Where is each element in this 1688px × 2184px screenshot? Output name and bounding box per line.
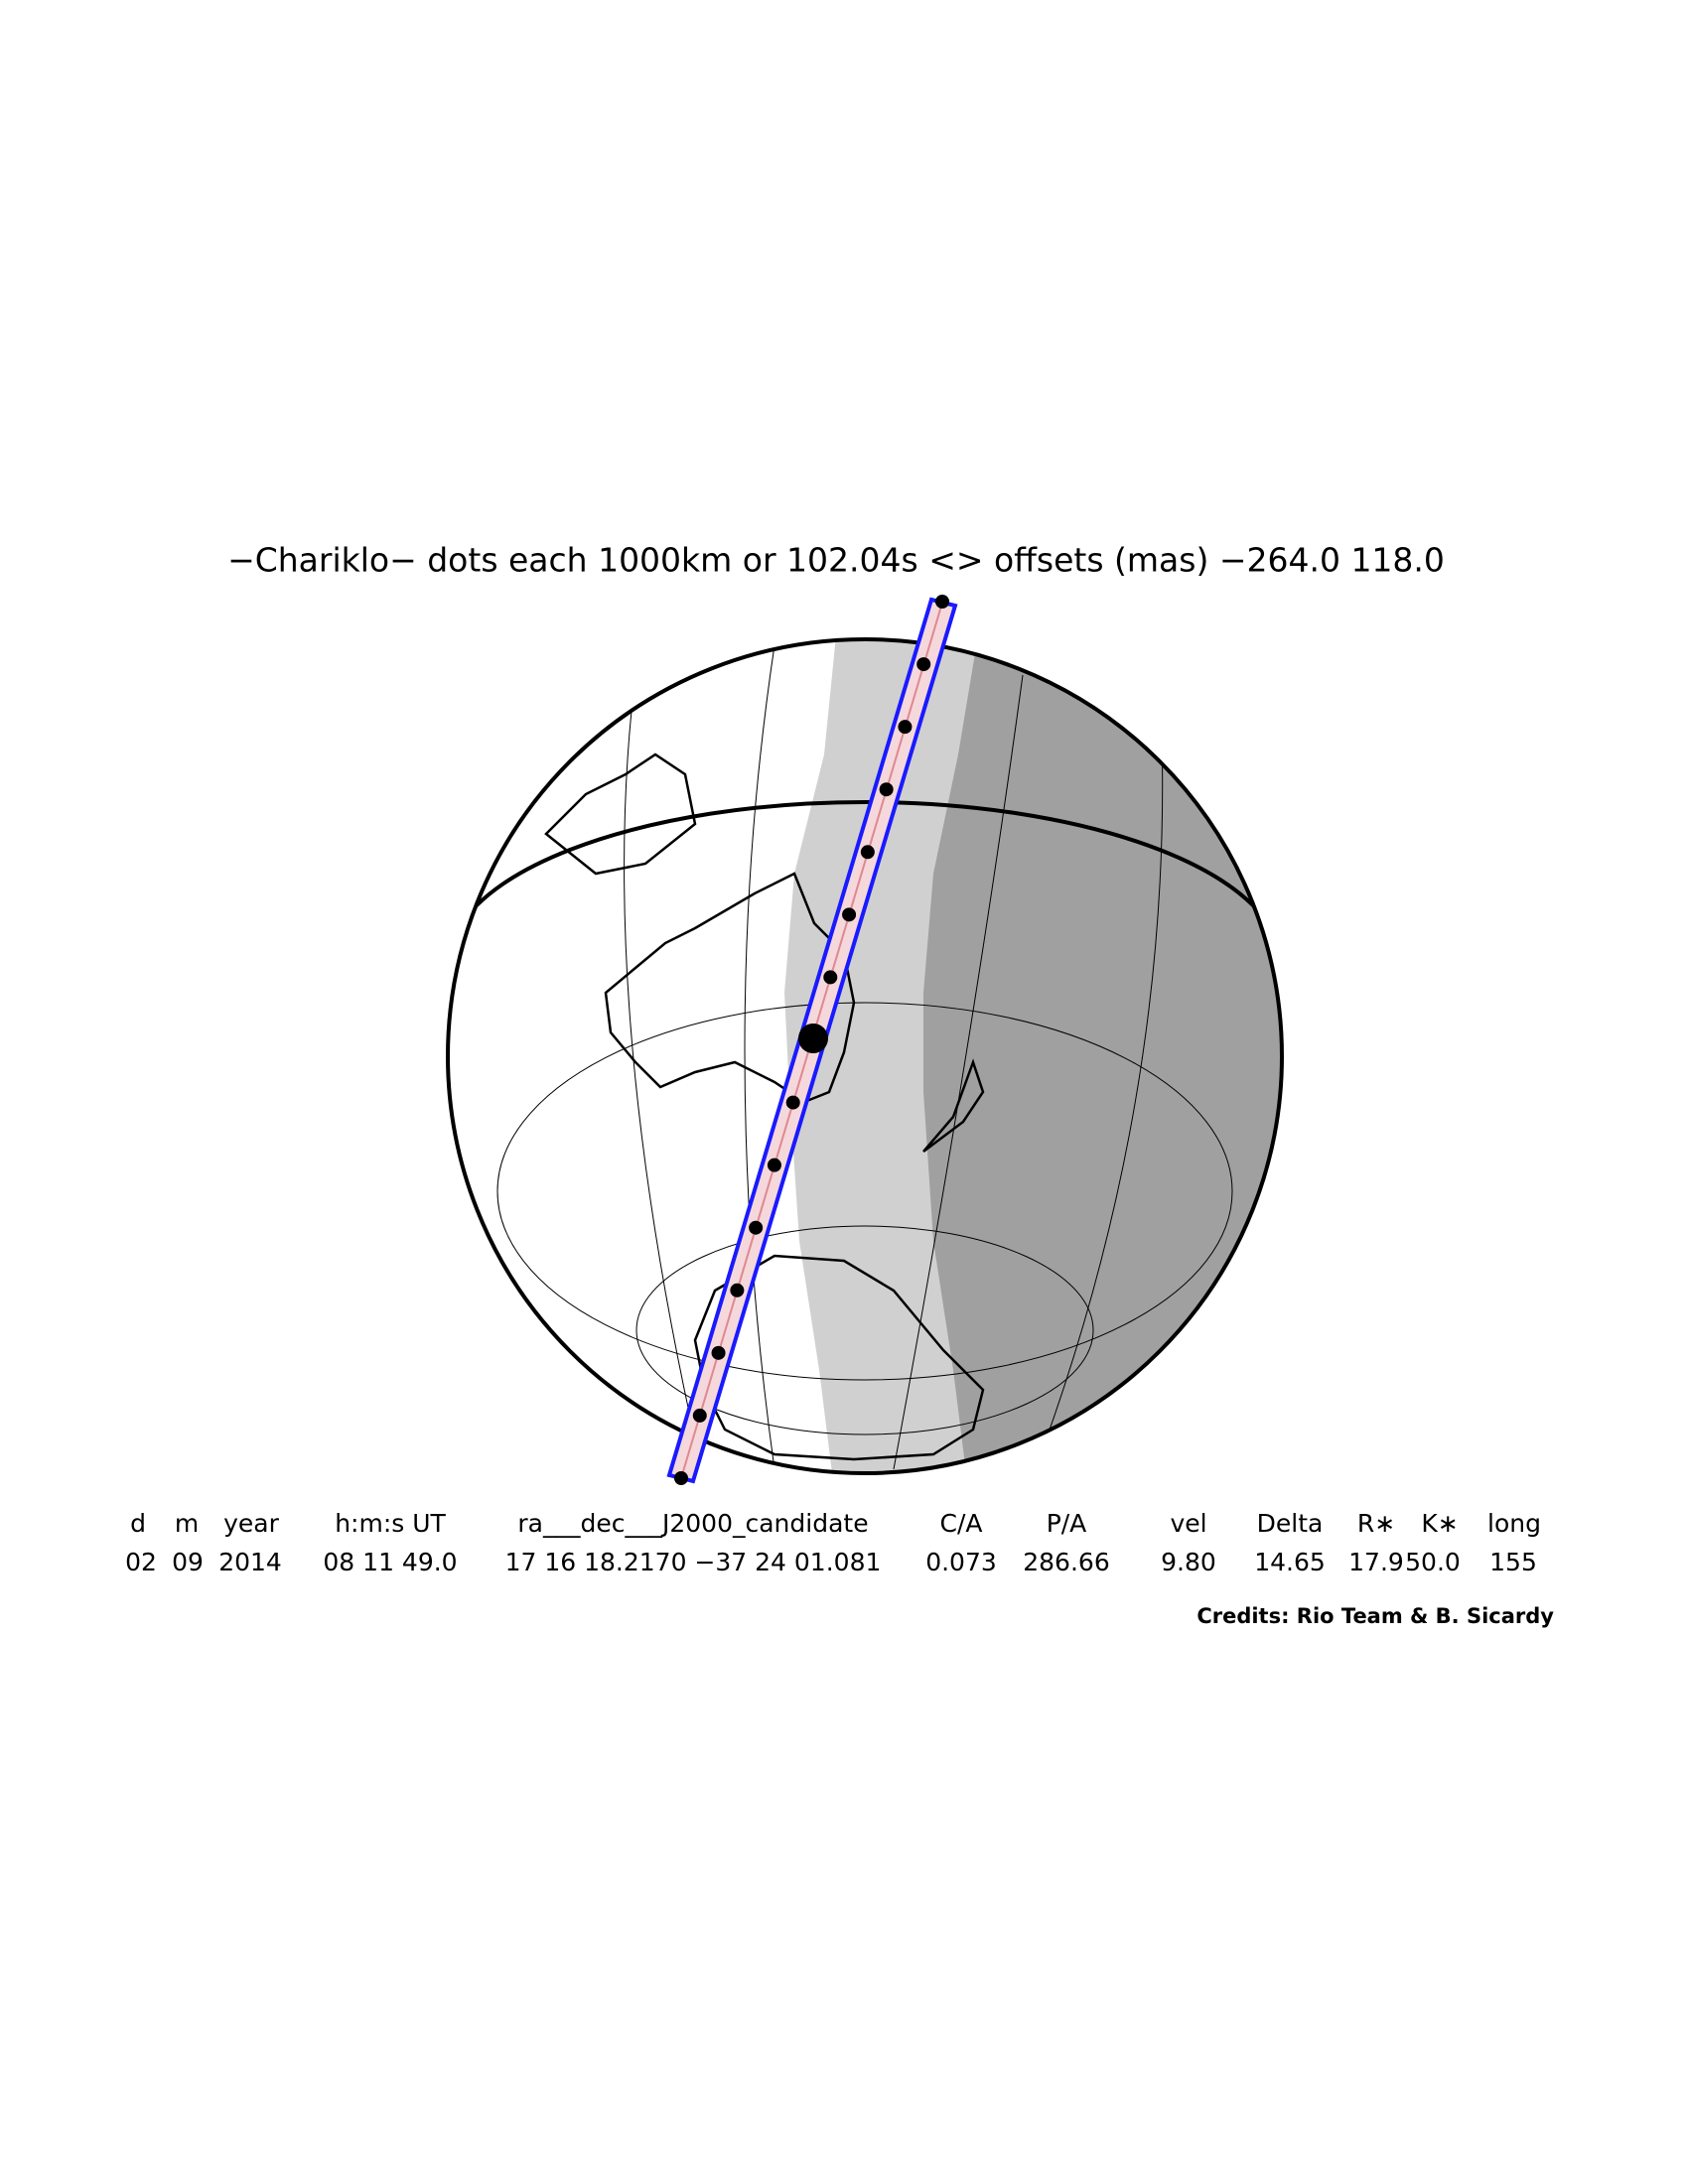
table-value: 9.80 <box>1161 1548 1216 1576</box>
credits: Credits: Rio Team & B. Sicardy <box>1196 1604 1554 1628</box>
table-header: Delta <box>1257 1509 1324 1538</box>
table-value: 08 11 49.0 <box>323 1548 457 1576</box>
track-dot <box>674 1471 688 1485</box>
track-dot <box>842 907 857 922</box>
table-value: 286.66 <box>1023 1548 1109 1576</box>
table-value: 17.9 <box>1348 1548 1404 1576</box>
table-header: K∗ <box>1421 1509 1458 1538</box>
table-header: h:m:s UT <box>335 1509 446 1538</box>
occultation-track <box>666 595 958 1485</box>
table-header: long <box>1487 1509 1541 1538</box>
track-dot <box>823 970 838 985</box>
data-table: d m year h:m:s UT ra___dec___J2000_candidate… <box>125 1509 1541 1576</box>
track-dot <box>692 1408 707 1423</box>
table-value: 155 <box>1489 1548 1537 1576</box>
table-value: 02 <box>125 1548 157 1576</box>
table-value: 09 <box>172 1548 204 1576</box>
map-title: −Chariklo− dots each 1000km or 102.04s <… <box>227 541 1445 580</box>
equator <box>448 800 1282 966</box>
table-value: 2014 <box>218 1548 282 1576</box>
track-dot <box>749 1220 764 1235</box>
track-dot <box>898 720 913 735</box>
table-header: d <box>130 1509 146 1538</box>
track-dot <box>711 1345 726 1360</box>
closest-approach <box>798 1024 828 1053</box>
table-header: P/A <box>1047 1509 1087 1538</box>
track-dot <box>879 782 894 797</box>
track-dot <box>730 1283 745 1297</box>
track-dot <box>767 1158 781 1172</box>
table-header: year <box>223 1509 279 1538</box>
table-value: 0.073 <box>925 1548 997 1576</box>
graticule <box>496 644 1233 1470</box>
track-dot <box>785 1095 800 1110</box>
globe-outline <box>446 637 1284 1475</box>
track-dot <box>860 845 875 860</box>
table-value: 14.65 <box>1254 1548 1326 1576</box>
table-header: C/A <box>940 1509 983 1538</box>
table-header: vel <box>1170 1509 1206 1538</box>
table-value: 17 16 18.2170 −37 24 01.081 <box>505 1548 882 1576</box>
table-header: ra___dec___J2000_candidate <box>517 1509 868 1538</box>
table-header: m <box>175 1509 199 1538</box>
table-header: R∗ <box>1357 1509 1395 1538</box>
track-dot <box>916 657 931 672</box>
track-dot <box>935 595 949 609</box>
table-value: 50.0 <box>1405 1548 1461 1576</box>
